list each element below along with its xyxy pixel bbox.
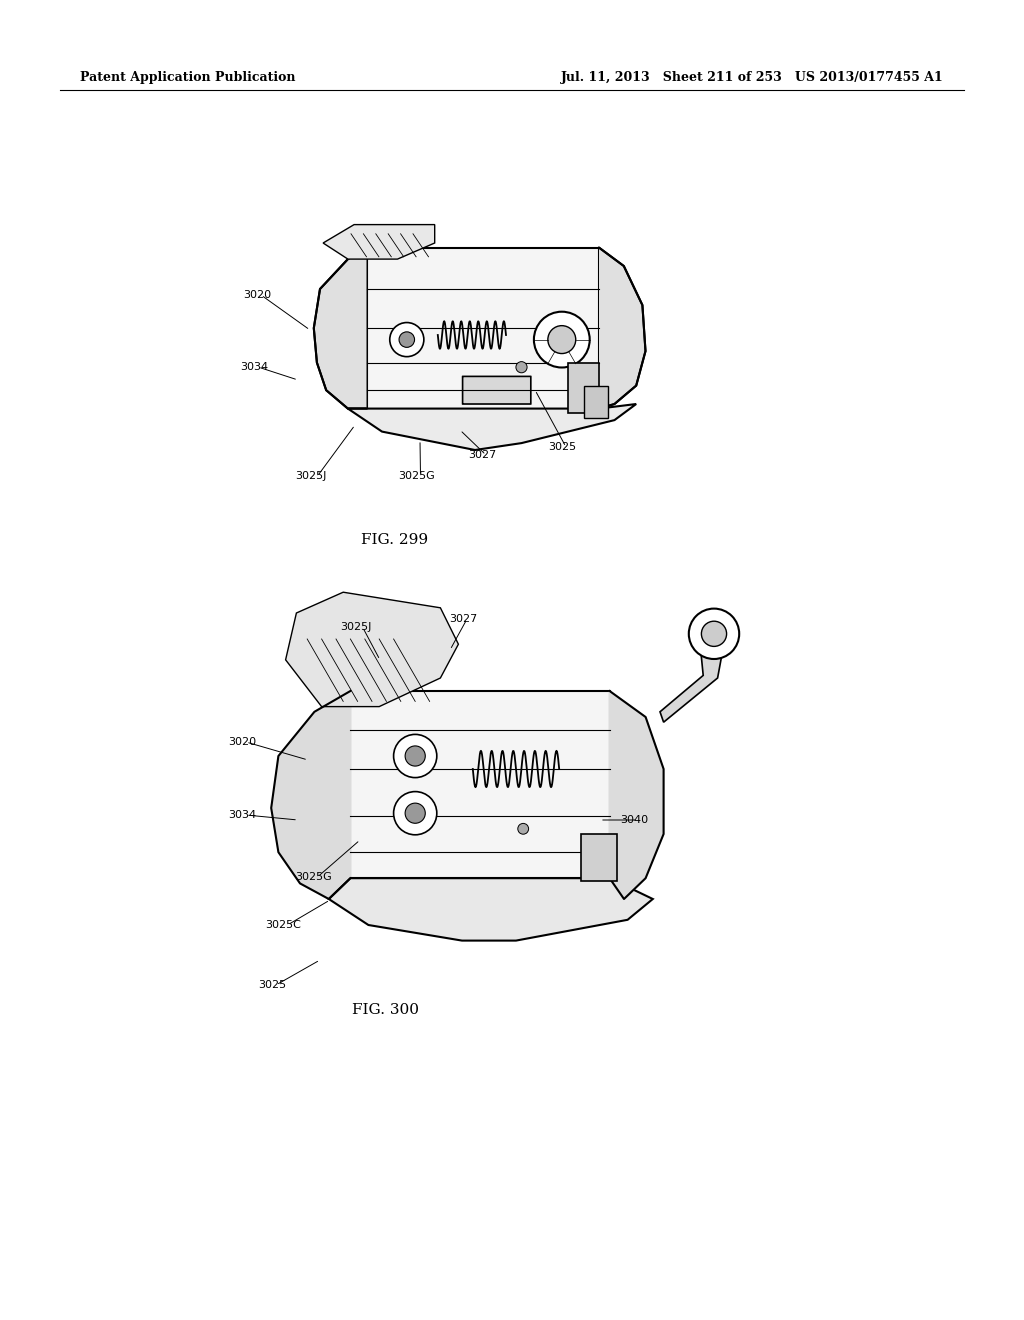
Polygon shape (271, 690, 350, 899)
FancyBboxPatch shape (463, 376, 530, 404)
Polygon shape (286, 593, 459, 706)
Polygon shape (660, 626, 725, 722)
Circle shape (390, 322, 424, 356)
Polygon shape (329, 878, 653, 941)
Text: 3020: 3020 (228, 737, 256, 747)
Circle shape (518, 824, 528, 834)
Text: 3025: 3025 (258, 979, 286, 990)
Text: 3034: 3034 (240, 362, 268, 372)
Text: 3027: 3027 (449, 614, 477, 624)
Circle shape (406, 803, 425, 824)
Polygon shape (313, 248, 367, 409)
Polygon shape (599, 248, 645, 409)
Circle shape (548, 326, 575, 354)
Circle shape (516, 362, 527, 372)
Bar (581, 834, 616, 880)
Circle shape (406, 746, 425, 766)
Text: FIG. 300: FIG. 300 (351, 1003, 419, 1016)
Text: 3034: 3034 (228, 810, 256, 820)
Circle shape (701, 622, 727, 647)
Circle shape (534, 312, 590, 367)
Circle shape (689, 609, 739, 659)
Text: FIG. 299: FIG. 299 (361, 533, 429, 546)
Text: 3025J: 3025J (340, 622, 372, 632)
Text: 3040: 3040 (620, 814, 648, 825)
Text: 3025J: 3025J (295, 471, 327, 480)
Polygon shape (367, 248, 599, 409)
Text: 3025C: 3025C (265, 920, 301, 931)
Polygon shape (350, 690, 609, 878)
Polygon shape (324, 224, 435, 259)
Text: 3027: 3027 (468, 450, 497, 459)
Bar (584, 385, 608, 418)
Polygon shape (609, 690, 664, 899)
Polygon shape (348, 404, 636, 450)
Text: 3025G: 3025G (398, 471, 435, 480)
Text: Patent Application Publication: Patent Application Publication (80, 71, 296, 84)
Text: Jul. 11, 2013   Sheet 211 of 253   US 2013/0177455 A1: Jul. 11, 2013 Sheet 211 of 253 US 2013/0… (561, 71, 944, 84)
Circle shape (393, 792, 437, 834)
Text: 3025G: 3025G (295, 873, 332, 882)
Bar (568, 363, 599, 413)
Circle shape (399, 331, 415, 347)
Text: 3020: 3020 (243, 290, 271, 300)
Text: 3025: 3025 (548, 442, 577, 451)
Circle shape (393, 734, 437, 777)
